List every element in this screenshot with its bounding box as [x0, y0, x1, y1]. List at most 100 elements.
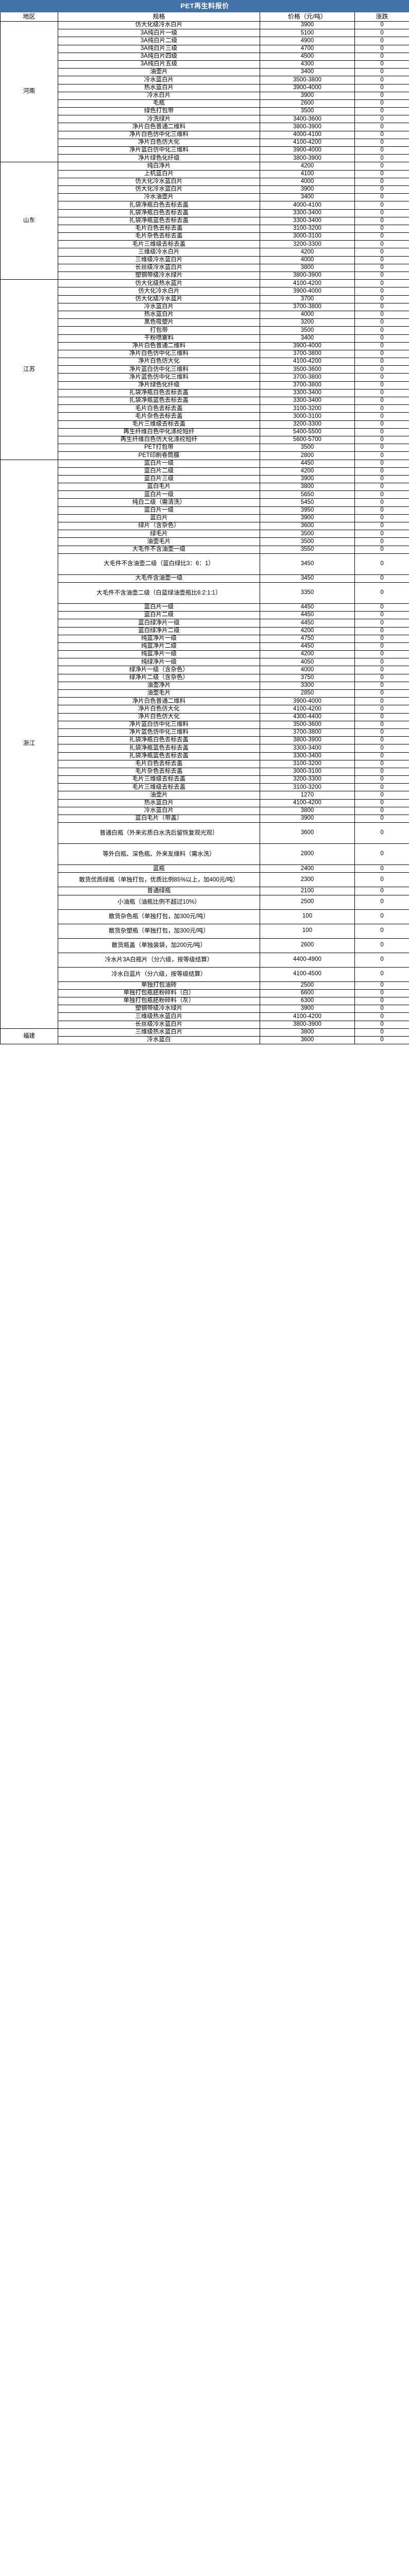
price-cell: 3900-4000	[260, 146, 355, 155]
spec-cell: 仿大化级冷水蓝片	[58, 295, 260, 303]
spec-cell: 蓝白片	[58, 514, 260, 523]
change-cell: 0	[354, 91, 409, 100]
price-cell: 100	[260, 909, 355, 924]
price-cell: 3700-3800	[260, 373, 355, 382]
spec-cell: 蓝白片一级	[58, 490, 260, 499]
table-row: 绿净片二级（含杂色） 3750 0	[1, 673, 409, 682]
table-row: 单独打包瓶胚粉碎料（白） 6600 0	[1, 989, 409, 997]
change-cell: 0	[354, 713, 409, 721]
price-cell: 2800	[260, 451, 355, 460]
change-cell: 0	[354, 611, 409, 620]
change-cell: 0	[354, 744, 409, 753]
table-row: PET打包带 3500 0	[1, 444, 409, 452]
spec-cell: 蓝白毛片（带盖）	[58, 814, 260, 823]
spec-cell: 扎袋净瓶蓝色去标去盖	[58, 396, 260, 405]
change-cell: 0	[354, 256, 409, 264]
change-cell: 0	[354, 658, 409, 667]
spec-cell: 毛片杂色去标去盖	[58, 232, 260, 241]
spec-cell: 大毛件含油壶一级	[58, 574, 260, 583]
table-row: 热水蓝白片 3900-4000 0	[1, 83, 409, 92]
spec-cell: 大毛件不含油壶二级（蓝白绿比3：6：1）	[58, 553, 260, 575]
price-cell: 4100-4500	[260, 967, 355, 982]
price-cell: 3800	[260, 1028, 355, 1037]
change-cell: 0	[354, 295, 409, 303]
spec-cell: 净片白色仿中化三维料	[58, 130, 260, 139]
price-cell: 5650	[260, 490, 355, 499]
table-row: 大毛件不含油壶一级 3550 0	[1, 545, 409, 554]
change-cell: 0	[354, 216, 409, 225]
table-row: 冷水蓝白片 3700-3800 0	[1, 302, 409, 311]
table-row: 再生纤维白色仿大化涤纶短纤 5600-5700 0	[1, 435, 409, 445]
price-cell: 3400-3600	[260, 115, 355, 124]
change-cell: 0	[354, 514, 409, 523]
price-cell: 3200	[260, 318, 355, 327]
price-cell: 3350	[260, 582, 355, 604]
change-cell: 0	[354, 806, 409, 816]
table-row: 蓝白毛片（带盖） 3900 0	[1, 814, 409, 823]
spec-cell: 冷水蓝白片	[58, 302, 260, 311]
price-cell: 4200	[260, 162, 355, 171]
price-cell: 3950	[260, 506, 355, 515]
change-cell: 0	[354, 44, 409, 53]
price-cell: 1270	[260, 791, 355, 800]
table-row: 净片蓝白仿中化三维料 3500-3600 0	[1, 720, 409, 729]
spec-cell: 冷水白蓝片（分六级，按等级结算）	[58, 967, 260, 982]
spec-cell: 散货优质绿瓶（单独打包，优质比例85%以上，加400元/吨）	[58, 872, 260, 888]
change-cell: 0	[354, 60, 409, 69]
table-row: 纯蓝净片一级 4750 0	[1, 634, 409, 643]
change-cell: 0	[354, 626, 409, 635]
change-cell: 0	[354, 938, 409, 953]
change-cell: 0	[354, 1005, 409, 1013]
change-cell: 0	[354, 1028, 409, 1037]
table-row: 浙江 蓝白片一级 4450 0	[0, 459, 409, 1029]
price-cell: 4000	[260, 666, 355, 674]
change-cell: 0	[354, 775, 409, 784]
change-cell: 0	[354, 553, 409, 575]
change-cell: 0	[354, 783, 409, 792]
spec-cell: 仿大化冷水蓝白片	[58, 177, 260, 186]
spec-cell: 蓝白片二级	[58, 467, 260, 476]
table-row: 江苏 仿大化级热水蓝片 4100-4200 0	[0, 279, 409, 460]
spec-cell: 普通绿瓶	[58, 887, 260, 895]
spec-cell: 热水蓝白片	[58, 83, 260, 92]
price-cell: 3900	[260, 21, 355, 30]
table-row: 等外白瓶、深色瓶、外来友缘料（需水洗） 2800 0	[1, 843, 409, 866]
change-cell: 0	[354, 791, 409, 800]
price-cell: 5450	[260, 498, 355, 507]
change-cell: 0	[354, 887, 409, 895]
table-row: 冷水蓝白 3600 0	[1, 1036, 409, 1045]
price-cell: 4100-4200	[260, 279, 355, 288]
change-cell: 0	[354, 843, 409, 866]
spec-cell: 散货杂塑瓶（单独打包，加300元/吨）	[58, 923, 260, 939]
table-row: 冷水油壶片 3400 0	[1, 193, 409, 202]
table-row: 毛片白色去标去盖 3100-3200 0	[1, 224, 409, 233]
change-cell: 0	[354, 603, 409, 612]
price-cell: 2400	[260, 865, 355, 873]
price-cell: 3600	[260, 1036, 355, 1045]
spec-cell: 扎袋净瓶蓝色去标去盖	[58, 744, 260, 753]
table-row: 净片白色仿中化三维料 3700-3800 0	[1, 349, 409, 359]
change-cell: 0	[354, 68, 409, 77]
price-cell: 4450	[260, 603, 355, 612]
spec-cell: 蓝白片二级	[58, 611, 260, 620]
spec-cell: 仿大化冷水蓝白片	[58, 185, 260, 194]
change-cell: 0	[354, 689, 409, 698]
change-cell: 0	[354, 967, 409, 982]
change-cell: 0	[354, 451, 409, 460]
change-cell: 0	[354, 365, 409, 374]
table-row: 纯蓝净片一级 4200 0	[1, 650, 409, 659]
table-row: 打包带 3500 0	[1, 326, 409, 335]
table-row: 纯绿净片一级 4050 0	[1, 658, 409, 667]
change-cell: 0	[354, 728, 409, 737]
table-row: 福建 三维级热水蓝白片 3800 0	[0, 1028, 409, 1045]
spec-cell: 普通白瓶（外来劣质白水洗后留恢复观光观）	[58, 822, 260, 844]
price-cell: 3300-3400	[260, 396, 355, 405]
change-cell: 0	[354, 37, 409, 45]
table-row: 毛片三维级去标去盖 3200-3300 0	[1, 775, 409, 784]
spec-cell: 毛片三维级去标去盖	[58, 420, 260, 429]
table-row: 净片白色仿中化三维料 4000-4100 0	[1, 130, 409, 139]
spec-cell: 净片白色普通二维料	[58, 697, 260, 706]
change-cell: 0	[354, 996, 409, 1006]
table-row: 冷水片3A白瓶片（分六级，按等级结算） 4400-4900 0	[1, 952, 409, 968]
spec-cell: 蓝白片三级	[58, 474, 260, 484]
